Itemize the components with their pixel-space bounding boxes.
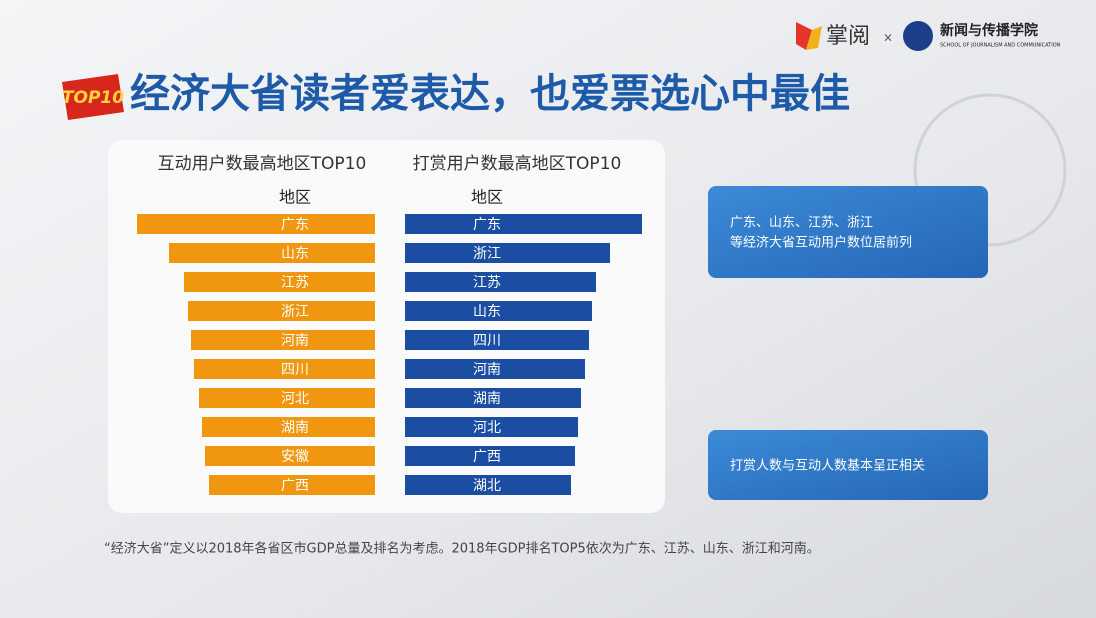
category-label: 湖南 (473, 391, 501, 407)
bar (405, 214, 642, 234)
category-label: 河南 (473, 362, 501, 378)
category-label: 广东 (281, 217, 309, 233)
note-text: 打赏人数与互动人数基本呈正相关 (730, 459, 925, 474)
category-label: 河北 (281, 391, 309, 407)
chart-title: 互动用户数最高地区TOP10 (158, 154, 367, 174)
logo-icon (796, 22, 812, 50)
category-label: 湖南 (281, 420, 309, 436)
bar (405, 243, 610, 263)
category-label: 江苏 (281, 275, 309, 291)
note-text: 广东、山东、江苏、浙江 (730, 215, 873, 231)
decoration (913, 93, 1067, 247)
bar (188, 301, 375, 321)
bar (405, 330, 589, 350)
badge-shape (62, 74, 124, 120)
bar (405, 388, 581, 408)
category-label: 湖北 (473, 478, 501, 494)
bar (405, 359, 585, 379)
category-label: 四川 (281, 362, 309, 378)
category-axis-label: 地区 (279, 188, 311, 207)
bar (137, 214, 375, 234)
category-label: 广西 (281, 478, 309, 494)
bar (194, 359, 375, 379)
category-label: 河南 (281, 333, 309, 349)
bar (199, 388, 375, 408)
logo-school-en: SCHOOL OF JOURNALISM AND COMMUNICATION (940, 43, 1061, 49)
bar (405, 417, 578, 437)
logo-icon (806, 26, 822, 50)
note-box (708, 430, 988, 500)
category-label: 河北 (473, 420, 501, 436)
bar (405, 446, 575, 466)
bar (205, 446, 375, 466)
logo-school: 新闻与传播学院 (940, 22, 1038, 39)
bar (202, 417, 375, 437)
category-label: 浙江 (473, 246, 501, 262)
chart-title: 打赏用户数最高地区TOP10 (413, 154, 622, 174)
category-label: 山东 (281, 246, 309, 262)
logo-times: × (883, 31, 893, 45)
category-label: 江苏 (473, 275, 501, 291)
slide-title: 经济大省读者爱表达，也爱票选心中最佳 (130, 71, 850, 117)
bar (405, 272, 596, 292)
footnote: “经济大省”定义以2018年各省区市GDP总量及排名为考虑。2018年GDP排名… (104, 541, 820, 557)
bar (169, 243, 375, 263)
category-label: 四川 (473, 333, 501, 349)
bar (184, 272, 375, 292)
category-label: 广西 (473, 449, 501, 465)
category-label: 浙江 (281, 304, 309, 320)
bar (405, 301, 592, 321)
note-text: 等经济大省互动用户数位居前列 (730, 235, 912, 251)
logo-app: 掌阅 (826, 24, 870, 49)
category-label: 山东 (473, 304, 501, 320)
note-box (708, 186, 988, 278)
bar (405, 475, 571, 495)
bar (191, 330, 375, 350)
badge: TOP10 (62, 88, 124, 108)
category-axis-label: 地区 (471, 188, 503, 207)
category-label: 安徽 (281, 449, 309, 465)
chart-panel (108, 140, 665, 513)
bar (209, 475, 375, 495)
logo-seal (903, 21, 933, 51)
category-label: 广东 (473, 217, 501, 233)
